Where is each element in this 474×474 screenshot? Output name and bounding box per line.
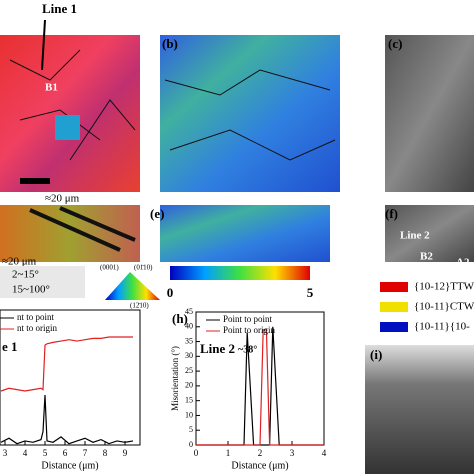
x-tick-label: 2 [258,448,263,458]
y-axis-label: Misorientation (°) [170,346,180,411]
legend-box [0,266,85,298]
grain [55,115,80,140]
legend-text: 2~15° [12,269,39,281]
x-axis-label: Distance (μm) [231,460,288,471]
x-tick-label: 4 [322,448,327,458]
scale-label: ≈20 μm [2,256,37,268]
series-line [0,336,133,392]
panel-c: (c) [385,35,474,192]
boundary-legend: 2~15° 15~100° (0001) (01̄10) (12̄10) [0,264,160,310]
x-tick-label: 9 [123,448,128,458]
cracks [29,206,136,252]
grain-label: B1 [45,82,58,94]
kam-map [160,35,340,192]
grain-boundaries [164,69,336,161]
kam-map [160,205,330,262]
grain-label: B2 [420,251,433,263]
panel-e: (e) [150,205,330,262]
scale-bar [20,178,50,184]
x-tick-label: 3 [290,448,295,458]
y-tick-label: 15 [185,395,193,404]
panel-label: (f) [385,206,398,221]
x-tick-label: 4 [23,448,28,458]
colorbar-max: 5 [307,285,314,300]
line-label: Line 2 [400,230,430,242]
legend-text: Point to origin [223,325,276,335]
grain-label: A2 [456,257,470,269]
pointer [41,19,46,71]
y-tick-label: 5 [189,425,193,434]
series-line [196,329,324,446]
series-line [0,395,134,445]
twin-legend: {10-12}TTW {10-11}CTW {10-11}{10- [380,281,474,333]
legend-text: {10-12}TTW [414,281,474,293]
legend-swatch [380,322,408,332]
legend-text: {10-11}CTW [414,301,474,313]
colorbar-min: 0 [167,285,174,300]
ipf-label: (01̄10) [134,264,153,272]
x-tick-label: 7 [83,448,88,458]
tem-image [365,345,474,474]
y-tick-label: 20 [185,381,193,390]
y-tick-label: 10 [185,410,193,419]
panel-label: (c) [388,36,402,51]
x-tick-label: 5 [43,448,48,458]
legend-swatch [380,302,408,312]
legend-text: 15~100° [12,284,50,296]
x-tick-label: 6 [63,448,68,458]
angle-annotation: ~38° [238,344,257,355]
y-tick-label: 35 [185,336,193,345]
twin-map [385,205,474,262]
legend-text: Point to point [223,314,273,324]
panel-d: ≈20 μm [0,205,140,268]
panel-label: (i) [370,347,382,362]
plot-frame [0,309,141,446]
x-tick-label: 1 [226,448,231,458]
panel-label: (e) [150,206,164,221]
line-label: Line 1 [42,1,77,16]
annotation: e 1 [2,339,18,354]
panel-a: Line 1 B1 ≈20 μm [0,1,140,205]
ebsd-map [0,35,140,192]
annotation: Line 2 [200,341,235,356]
colorbar: 0 5 [167,266,314,300]
ipf-triangle [105,272,160,300]
legend-swatch [380,282,408,292]
x-tick-label: 8 [103,448,108,458]
x-tick-label: 0 [194,448,199,458]
ipf-label: (0001) [100,264,119,272]
panel-f: (f) Line 2 B2 A2 [385,205,474,269]
y-tick-label: 25 [185,366,193,375]
legend-text: nt to point [17,312,55,322]
panel-i: (i) [365,345,474,474]
y-tick-label: 40 [185,322,193,331]
y-tick-label: 0 [189,440,193,449]
scale-label: ≈20 μm [45,193,80,205]
grain-boundaries [9,49,136,161]
band-contrast-map [385,35,474,192]
y-tick-label: 30 [185,351,193,360]
panel-b: (b) [160,35,340,192]
legend-text: {10-11}{10- [414,321,470,333]
legend-text: nt to origin [17,323,57,333]
colorbar-scale [170,266,310,280]
y-tick-label: 45 [185,307,193,316]
panel-label: (b) [162,36,178,51]
ipf-label: (12̄10) [130,302,149,310]
panel-label: (h) [172,311,188,326]
x-axis-label: Distance (μm) [41,460,98,471]
x-tick-label: 3 [3,448,8,458]
